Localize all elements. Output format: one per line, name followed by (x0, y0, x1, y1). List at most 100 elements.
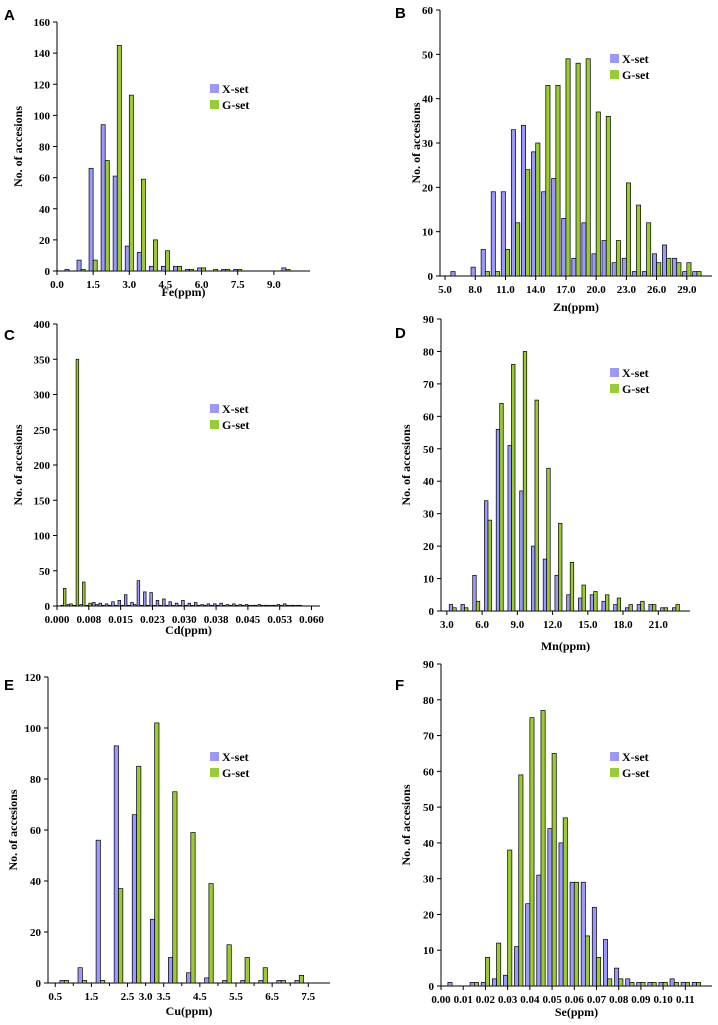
panel-f-y-tick-label: 70 (423, 731, 435, 743)
panel-f-bar-xset (536, 874, 542, 987)
panel-e-legend-label-gset: G-set (222, 766, 249, 780)
panel-f-bar-gset (640, 982, 646, 987)
panel-c-bar-gset (82, 581, 86, 607)
panel-e-letter: E (4, 677, 14, 694)
panel-a-bar-xset (136, 251, 142, 272)
panel-d-x-tick-label: 15.0 (578, 619, 598, 631)
panel-b-bar-gset (545, 85, 551, 277)
panel-c-bar-gset (279, 604, 283, 607)
panel-a-bar-xset (281, 267, 287, 272)
panel-e-bar-gset (244, 957, 250, 984)
panel-c-bar-gset (228, 604, 232, 607)
panel-d-bar-xset (578, 597, 583, 612)
panel-c-bar-gset (69, 603, 73, 607)
panel-c-legend-swatch-xset (210, 404, 219, 413)
panel-b-bar-xset (692, 271, 698, 277)
panel-c-y-tick-label: 200 (34, 460, 51, 472)
panel-f-bar-xset (625, 978, 631, 987)
panel-f-bar-gset (629, 982, 635, 987)
panel-a-x-tick-label: 6.0 (195, 279, 209, 291)
panel-b-bar-xset (662, 244, 668, 277)
panel-e-bar-gset (280, 980, 286, 984)
panel-c-bar-xset (111, 601, 115, 607)
panel-c-bar-xset (219, 602, 223, 607)
panel-b-bar-xset (510, 129, 516, 277)
panel-b-x-tick-label: 29.0 (677, 284, 697, 296)
panel-f-bar-xset (480, 982, 486, 987)
panel-b-bar-gset (656, 262, 662, 277)
panel-c-bar-xset (257, 604, 261, 607)
panel-f-bar-xset (680, 982, 686, 987)
panel-d-x-tick-label: 18.0 (613, 619, 633, 631)
panel-c-x-tick-label: 0.030 (172, 614, 197, 626)
panel-a-legend-swatch-gset (210, 100, 219, 109)
panel-a-bar-gset (128, 94, 134, 272)
panel-c-bar-xset (85, 604, 90, 607)
panel-c-bar-xset (295, 604, 300, 607)
panel-a-y-tick-label: 0 (45, 266, 51, 278)
panel-d-bar-gset (581, 584, 586, 612)
panel-c-bar-xset (66, 604, 71, 607)
panel-c-y-tick-label: 100 (34, 531, 51, 543)
panel-d-legend-swatch-xset (610, 368, 619, 377)
panel-c-y-tick-label: 150 (34, 495, 51, 507)
panel-c-bar-gset (285, 604, 290, 607)
panel-f-bar-xset (658, 982, 664, 987)
panel-f-bar-gset (596, 957, 602, 987)
panel-a-bar-gset (285, 269, 291, 272)
panel-f-y-tick-label: 30 (423, 874, 435, 886)
panel-c-legend-swatch-gset (210, 420, 219, 429)
panel-f-bar-gset (673, 982, 679, 987)
panel-b: B 0 10 20 30 40 50 60 5.0 8.0 11.0 14.0 17.0 20.0 23.0… (395, 5, 712, 314)
panel-f-bar-xset (636, 982, 642, 987)
panel-c-bar-xset (270, 604, 274, 607)
panel-f-bar-gset (562, 817, 568, 987)
panel-d-bar-gset (569, 561, 575, 612)
panel-a-letter: A (4, 7, 15, 24)
panel-d-y-tick-label: 30 (423, 509, 435, 521)
panel-e-bar-xset (149, 918, 156, 984)
panel-d-bar-xset (495, 428, 501, 612)
panel-f-x-title: Se(ppm) (555, 1005, 598, 1019)
panel-e-y-tick-label: 60 (30, 825, 42, 837)
panel-b-legend-label-xset: X-set (622, 52, 649, 66)
panel-e-bar-xset (95, 839, 101, 984)
panel-c-bar-gset (126, 604, 130, 607)
panel-f-y-tick-label: 0 (429, 981, 435, 993)
panel-c-bar-xset (225, 604, 230, 607)
panel-c-bar-xset (200, 604, 204, 607)
panel-c-bar-xset (104, 603, 109, 607)
panel-d-bar-gset (628, 604, 633, 612)
panel-d-x-tick-label: 12.0 (543, 619, 563, 631)
panel-f-y-tick-label: 60 (423, 766, 435, 778)
panel-f-bar-gset (518, 774, 524, 987)
panel-a-y-title: No. of accesions (11, 106, 25, 187)
panel-e-bar-xset (59, 980, 65, 984)
panel-d-bar-gset (675, 604, 680, 612)
panel-c-y-title: No. of accesions (11, 424, 25, 505)
panel-c-bar-xset (73, 604, 77, 607)
panel-e-y-tick-label: 120 (25, 672, 42, 684)
panel-d-bar-gset (640, 600, 645, 612)
panel-c-x-tick-label: 0.053 (267, 614, 292, 626)
panel-c-legend: X-set G-set (210, 402, 249, 432)
panel-d-y-tick-label: 80 (423, 346, 435, 358)
panel-a-y-tick-label: 120 (34, 79, 51, 91)
panel-c-x-tick-label: 0.060 (299, 614, 324, 626)
panel-d-bar-gset (511, 364, 516, 612)
panel-f-bar-xset (580, 881, 586, 987)
panel-c-y-tick-label: 350 (34, 354, 51, 366)
panel-e-bar-gset (208, 883, 214, 984)
panel-a-x-tick-label: 3.0 (122, 279, 136, 291)
panel-b-y-tick-label: 10 (422, 227, 434, 239)
panel-b-x-tick-label: 26.0 (647, 284, 667, 296)
panel-b-bar-gset (615, 240, 621, 277)
panel-b-y-title: No. of accesions (409, 102, 423, 183)
panel-b-bar-gset (626, 182, 631, 277)
panel-e-y-tick-label: 40 (30, 876, 42, 888)
panel-c-bar-xset (143, 591, 147, 607)
panel-b-bar-xset (480, 249, 486, 277)
panel-f-bar-gset (585, 935, 590, 987)
panel-a-legend-swatch-xset (210, 84, 219, 93)
